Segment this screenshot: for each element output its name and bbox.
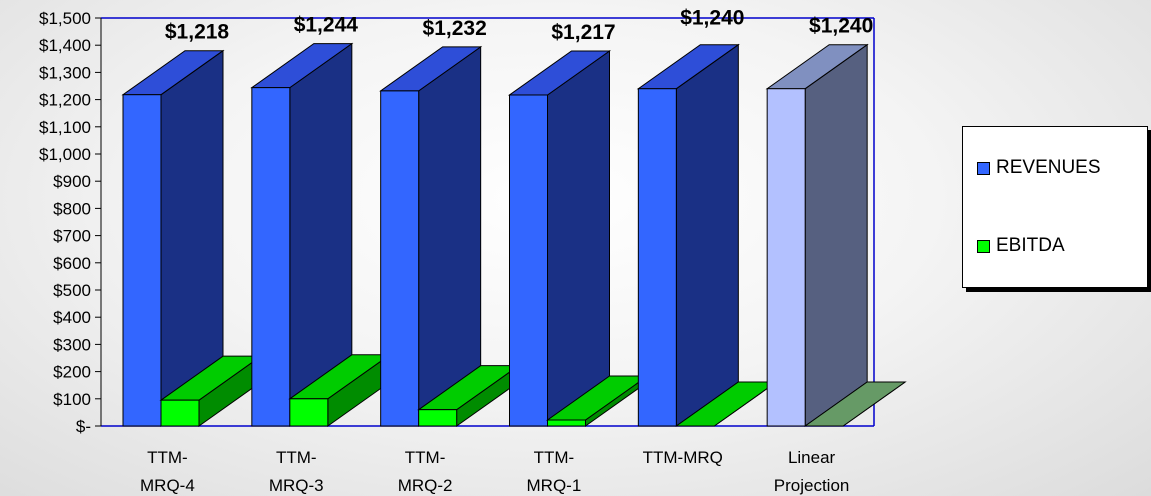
- y-tick-label: $600: [53, 254, 91, 273]
- x-tick-label: MRQ-4: [140, 476, 195, 495]
- x-tick-label: TTM-: [534, 448, 575, 467]
- revenues-bar-front: [380, 90, 420, 427]
- ebitda-bar: [545, 375, 650, 427]
- y-tick-label: $1,000: [39, 145, 91, 164]
- ebitda-bar-front: [547, 419, 586, 427]
- y-tick-label: $700: [53, 227, 91, 246]
- x-category-label: TTM- MRQ-4: [140, 448, 195, 495]
- revenues-bar-side: [547, 50, 610, 427]
- ebitda-bar-front: [289, 398, 329, 427]
- revenues-data-label: $1,218: [165, 21, 230, 44]
- x-tick-label: MRQ-1: [527, 476, 582, 495]
- x-tick-label: MRQ-2: [398, 476, 453, 495]
- revenues-data-label: $1,232: [423, 17, 487, 40]
- revenues-bar: [250, 42, 354, 427]
- legend-swatch-ebitda: [977, 239, 990, 253]
- y-tick-label: $300: [53, 335, 91, 354]
- revenues-bar: [507, 50, 612, 427]
- plot-area: [101, 17, 875, 427]
- y-tick-label: $1,200: [39, 91, 91, 110]
- x-category-label: Linear Projection: [774, 448, 850, 495]
- y-axis: $- $100 $200 $300 $400 $500 $600 $700 $800 $900 $1…: [39, 9, 102, 436]
- y-tick-label: $-: [76, 417, 91, 436]
- ebitda-bar: [803, 381, 907, 427]
- y-tick-label: $800: [53, 199, 91, 218]
- y-tick-label: $1,400: [39, 36, 91, 55]
- x-tick-label: Linear: [788, 448, 836, 467]
- legend: REVENUES EBITDA: [962, 126, 1148, 288]
- y-tick-label: $100: [53, 390, 91, 409]
- ebitda-bar: [288, 353, 392, 427]
- revenues-data-label: $1,240: [680, 7, 744, 30]
- revenues-bar: [765, 43, 869, 427]
- legend-label-ebitda: EBITDA: [996, 235, 1065, 256]
- revenues-bar-side: [675, 43, 739, 427]
- legend-swatch-revenues: [977, 161, 990, 175]
- y-tick-label: $200: [53, 363, 91, 382]
- y-tick-label: $1,100: [39, 118, 91, 137]
- revenues-bar-front: [637, 88, 677, 427]
- revenues-bar-front: [251, 87, 291, 427]
- y-tick-label: $1,300: [39, 63, 91, 82]
- revenues-bar-side: [804, 43, 868, 427]
- legend-item-revenues: REVENUES: [977, 157, 1101, 179]
- x-axis: TTM-MRQ-4TTM-MRQ-3TTM-MRQ-2TTM-MRQ-1TTM-…: [140, 448, 849, 495]
- ebitda-bar-top: [803, 381, 907, 427]
- x-category-label: TTM- MRQ-1: [527, 448, 582, 495]
- revenues-bar-front: [766, 88, 806, 427]
- revenues-data-label: $1,244: [294, 14, 359, 37]
- revenues-bar: [121, 49, 225, 427]
- x-tick-label: MRQ-3: [269, 476, 324, 495]
- revenues-bar-front: [122, 94, 162, 427]
- revenues-bar: [636, 43, 740, 427]
- legend-label-revenues: REVENUES: [996, 157, 1101, 178]
- y-tick-label: $400: [53, 308, 91, 327]
- y-tick-label: $500: [53, 281, 91, 300]
- legend-item-ebitda: EBITDA: [977, 235, 1065, 257]
- ebitda-bar: [159, 355, 263, 427]
- ebitda-bar-front: [418, 409, 458, 427]
- x-tick-label: TTM-: [147, 448, 188, 467]
- x-tick-label: Projection: [774, 476, 850, 495]
- revenues-bar: [379, 45, 483, 427]
- y-tick-label: $900: [53, 172, 91, 191]
- ebitda-bar: [417, 364, 521, 427]
- ebitda-bar-front: [160, 399, 200, 427]
- revenues-bar-front: [509, 94, 548, 427]
- bars: $1,218 $1,244 $1,232 $1,217 $1,240 $1,240: [121, 7, 907, 427]
- y-tick-label: $1,500: [39, 9, 91, 28]
- x-category-label: TTM- MRQ-3: [269, 448, 324, 495]
- x-category-label: TTM- MRQ-2: [398, 448, 453, 495]
- x-tick-label: TTM-: [276, 448, 317, 467]
- x-tick-label: TTM-: [405, 448, 446, 467]
- x-tick-label: TTM-MRQ: [643, 448, 723, 467]
- revenues-data-label: $1,217: [551, 21, 615, 44]
- revenues-bar-side: [418, 45, 482, 427]
- revenues-data-label: $1,240: [809, 15, 873, 38]
- x-category-label: TTM-MRQ: [643, 448, 723, 467]
